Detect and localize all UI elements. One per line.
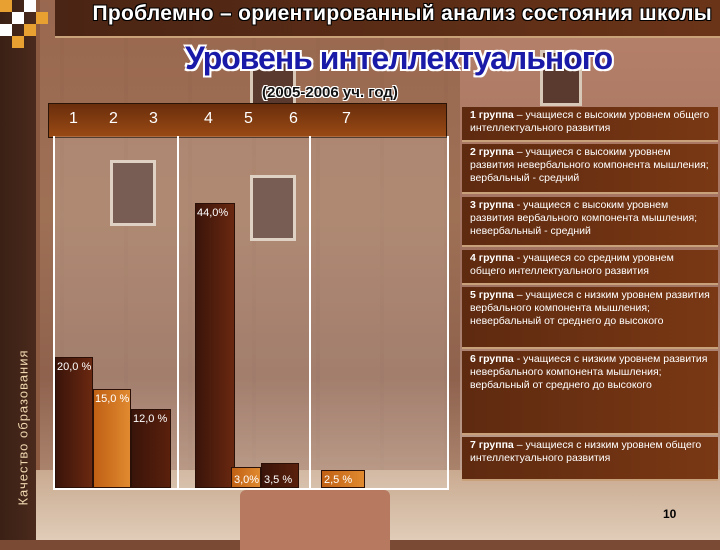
chart-header-bar: 1 2 3 4 5 6 7 bbox=[48, 103, 447, 138]
divider bbox=[309, 136, 311, 488]
window bbox=[540, 50, 582, 106]
page-number: 10 bbox=[663, 507, 677, 521]
category-label: 1 bbox=[69, 110, 78, 127]
bar-4 bbox=[195, 203, 235, 488]
bar-1 bbox=[55, 357, 93, 488]
legend-item: 7 группа – учащиеся с низким уровнем общ… bbox=[462, 437, 718, 481]
vertical-label: Качество образования bbox=[15, 349, 31, 506]
legend-group-name: 1 группа bbox=[470, 109, 514, 121]
flower-pot bbox=[240, 490, 390, 550]
page-title: Уровень интеллектуального bbox=[185, 40, 613, 76]
legend-item: 2 группа – учащиеся с высоким уровнем ра… bbox=[462, 144, 718, 194]
page-subtitle: (2005-2006 уч. год) bbox=[262, 84, 398, 101]
legend-description: – учащиеся с низким уровнем общего интел… bbox=[470, 439, 702, 464]
top-bar: Проблемно – ориентированный анализ состо… bbox=[55, 0, 720, 38]
legend-group-name: 5 группа bbox=[470, 289, 514, 301]
legend-item: 1 группа – учащиеся с высоким уровнем об… bbox=[462, 107, 718, 142]
data-label: 15,0 % bbox=[95, 393, 130, 405]
bar-6 bbox=[261, 463, 299, 488]
legend-group-name: 6 группа bbox=[470, 353, 514, 365]
legend-item: 6 группа - учащиеся с низким уровнем раз… bbox=[462, 351, 718, 435]
legend-description: – учащиеся с высоким уровнем развития не… bbox=[470, 146, 709, 184]
legend-item: 4 группа - учащиеся со средним уровнем о… bbox=[462, 250, 718, 285]
category-label: 7 bbox=[342, 110, 351, 127]
legend-item: 5 группа – учащиеся с низким уровнем раз… bbox=[462, 287, 718, 349]
top-title: Проблемно – ориентированный анализ состо… bbox=[92, 2, 712, 25]
legend-description: – учащиеся с низким уровнем развития вер… bbox=[470, 289, 710, 327]
bar-5 bbox=[231, 467, 261, 488]
sidebar: Качество образования bbox=[0, 0, 36, 540]
legend-group-name: 4 группа bbox=[470, 252, 514, 264]
category-label: 4 bbox=[204, 110, 213, 127]
legend-description: - учащиеся с низким уровнем развития нев… bbox=[470, 353, 708, 391]
legend-description: - учащиеся с высоким уровнем развития ве… bbox=[470, 199, 698, 237]
category-label: 2 bbox=[109, 110, 118, 127]
data-label: 12,0 % bbox=[133, 413, 168, 425]
data-label: 20,0 % bbox=[57, 361, 92, 373]
category-label: 3 bbox=[149, 110, 158, 127]
data-label: 3,5 % bbox=[264, 474, 293, 486]
window bbox=[110, 160, 156, 226]
data-label: 2,5 % bbox=[324, 474, 353, 486]
bar-chart: 1 2 3 4 5 6 7 20,0 % 15,0 % 12,0 % 44,0% 3,0… bbox=[40, 103, 449, 490]
window bbox=[250, 175, 296, 241]
logo-icon bbox=[0, 0, 52, 52]
data-label: 3,0% bbox=[234, 474, 260, 486]
divider bbox=[177, 136, 179, 488]
chart-plot-area: 20,0 % 15,0 % 12,0 % 44,0% 3,0% 3,5 % 2,5 % bbox=[53, 136, 449, 490]
legend-group-name: 7 группа bbox=[470, 439, 514, 451]
category-label: 6 bbox=[289, 110, 298, 127]
legend-description: – учащиеся с высоким уровнем общего инте… bbox=[470, 109, 710, 134]
bar-7 bbox=[321, 470, 365, 488]
data-label: 44,0% bbox=[197, 207, 229, 219]
legend-group-name: 3 группа bbox=[470, 199, 514, 211]
bar-3 bbox=[131, 409, 171, 488]
bar-2 bbox=[93, 389, 131, 488]
legend-group-name: 2 группа bbox=[470, 146, 514, 158]
category-label: 5 bbox=[244, 110, 253, 127]
legend-item: 3 группа - учащиеся с высоким уровнем ра… bbox=[462, 197, 718, 247]
legend-description: - учащиеся со средним уровнем общего инт… bbox=[470, 252, 674, 277]
